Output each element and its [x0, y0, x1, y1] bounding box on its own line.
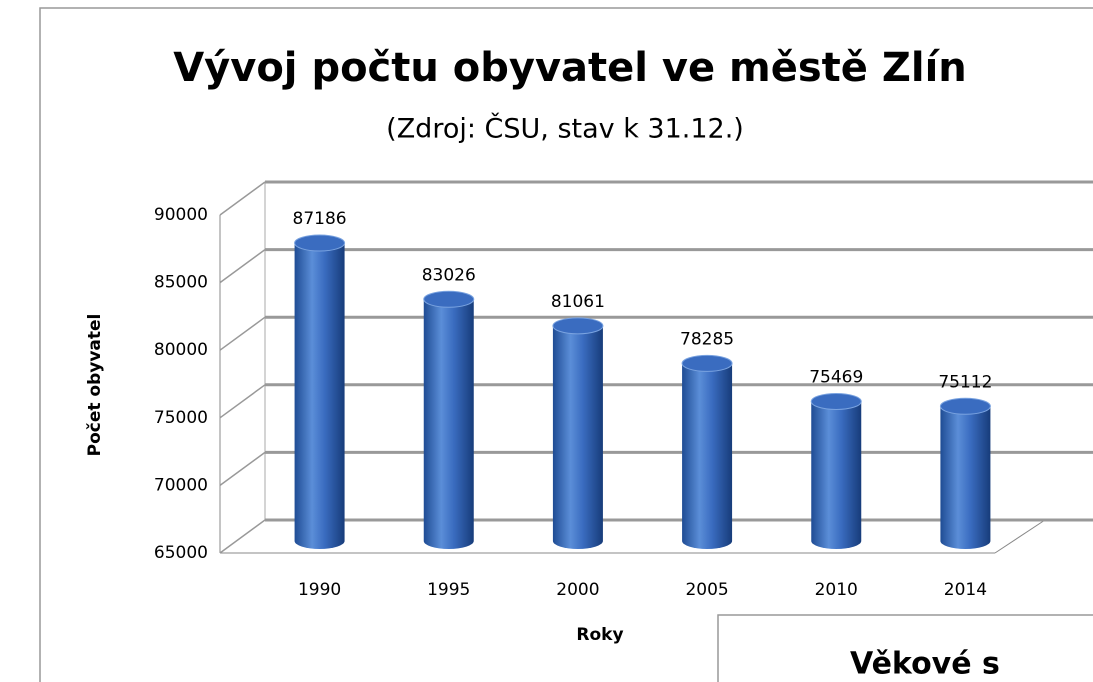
bar-part: [552, 325, 603, 549]
bar: [939, 397, 991, 549]
x-tick-label: 2005: [685, 580, 728, 600]
x-tick-label: 2014: [944, 580, 987, 600]
bar-part: [552, 317, 604, 335]
x-tick-label: 2010: [815, 580, 858, 600]
y-tick-label: 80000: [154, 340, 208, 360]
floor-edge: [994, 519, 1046, 554]
y-tick-label: 70000: [154, 475, 208, 495]
y-tick-label: 90000: [154, 205, 208, 225]
bar-part: [811, 401, 862, 549]
second-box: [717, 614, 1093, 682]
data-label: 83026: [422, 265, 476, 285]
grid-line: [219, 316, 266, 351]
data-label: 78285: [680, 329, 734, 349]
second-box-title: Věkové s: [850, 647, 1000, 682]
bar-part: [294, 243, 345, 549]
bar: [294, 234, 346, 549]
y-axis-label: Počet obyvatel: [85, 314, 105, 457]
bar: [681, 354, 733, 549]
bar-part: [810, 392, 862, 410]
data-label: 75469: [809, 367, 863, 387]
bar-part: [423, 299, 474, 549]
x-tick-label: 1990: [298, 580, 341, 600]
chart-title: Vývoj počtu obyvatel ve městě Zlín: [173, 45, 967, 91]
chart-subtitle: (Zdroj: ČSU, stav k 31.12.): [386, 113, 744, 145]
bar-part: [681, 354, 733, 372]
bar-part: [940, 406, 991, 549]
bar-part: [682, 363, 733, 549]
x-axis-label: Roky: [576, 625, 623, 645]
grid-line: [219, 384, 266, 419]
grid-line: [219, 451, 266, 487]
x-tick-label: 2000: [556, 580, 599, 600]
y-tick-label: 75000: [154, 408, 208, 428]
bar-part: [294, 234, 346, 252]
bar: [423, 290, 475, 549]
chart-frame: [39, 7, 1093, 682]
grid-line: [219, 248, 266, 284]
bar: [552, 317, 604, 549]
y-tick-label: 85000: [154, 273, 208, 293]
grid-line: [219, 181, 266, 216]
bar-part: [939, 397, 991, 415]
data-label: 75112: [938, 372, 992, 392]
bar-part: [423, 290, 475, 308]
bar: [810, 392, 862, 549]
data-label: 87186: [293, 209, 347, 229]
y-tick-label: 65000: [154, 543, 208, 563]
grid-line: [219, 519, 266, 554]
x-tick-label: 1995: [427, 580, 470, 600]
data-label: 81061: [551, 292, 605, 312]
